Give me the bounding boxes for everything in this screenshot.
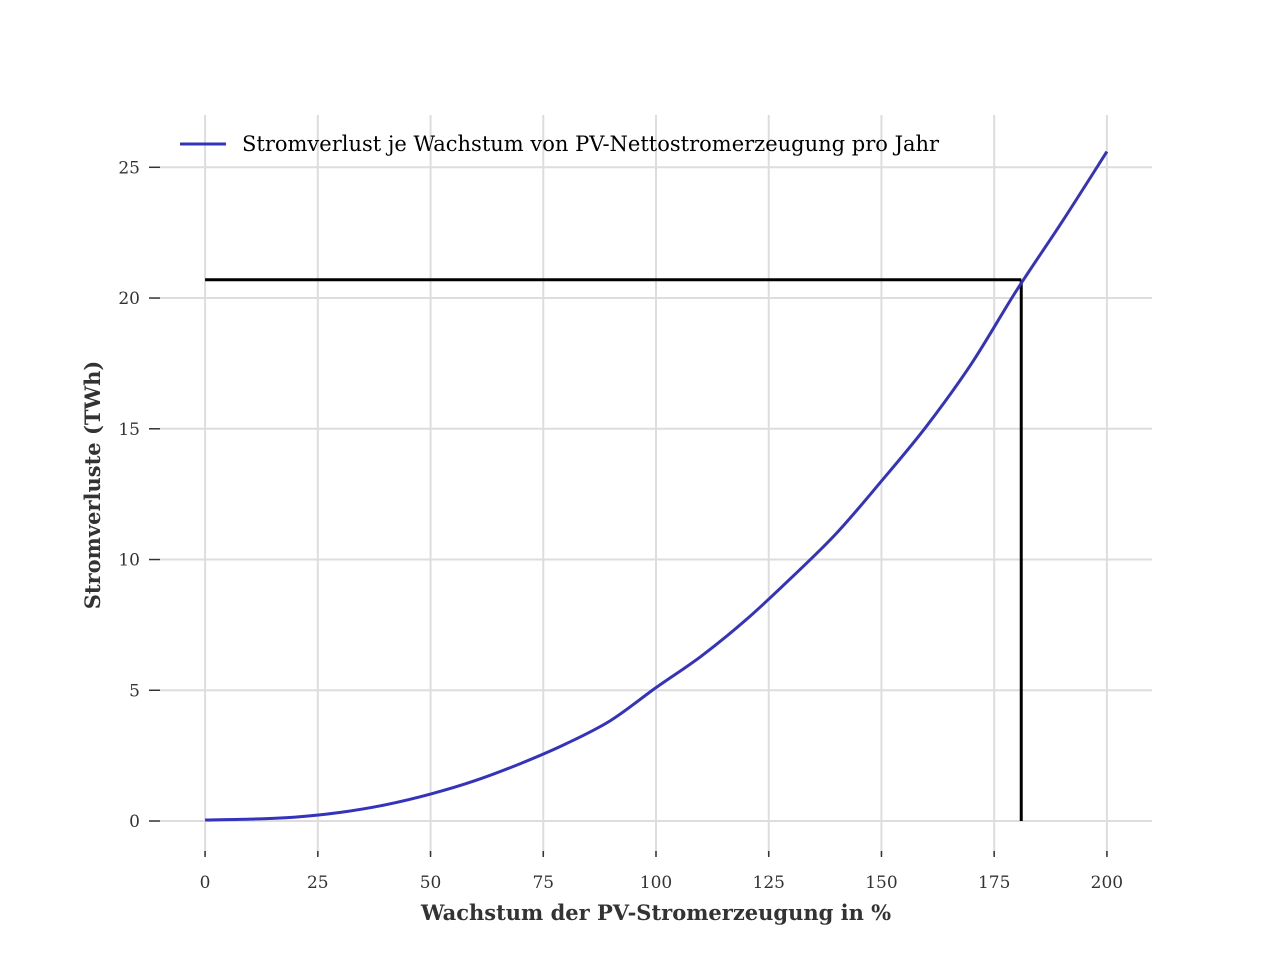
series-line bbox=[205, 150, 1109, 822]
x-tick-label: 0 bbox=[200, 873, 211, 893]
axis-ticks: 0 25 50 75 100 125 150 175 200 0 5 10 15 20 25 bbox=[118, 158, 1123, 893]
y-tick-label: 15 bbox=[118, 420, 140, 440]
x-tick-label: 175 bbox=[978, 873, 1010, 893]
x-tick-label: 25 bbox=[307, 873, 329, 893]
y-tick-label: 25 bbox=[118, 158, 140, 178]
x-tick-label: 50 bbox=[420, 873, 442, 893]
x-tick-label: 125 bbox=[753, 873, 785, 893]
x-tick-label: 100 bbox=[640, 873, 672, 893]
y-tick-label: 0 bbox=[129, 812, 140, 832]
x-tick-label: 75 bbox=[532, 873, 554, 893]
legend-label: Stromverlust je Wachstum von PV-Nettostr… bbox=[242, 132, 940, 156]
y-tick-label: 20 bbox=[118, 289, 140, 309]
y-tick-label: 10 bbox=[118, 551, 140, 571]
reference-lines bbox=[205, 278, 1023, 822]
y-tick-label: 5 bbox=[129, 681, 140, 701]
x-tick-label: 150 bbox=[865, 873, 897, 893]
grid bbox=[160, 115, 1152, 855]
y-axis-label: Stromverluste (TWh) bbox=[80, 361, 105, 610]
series-lines bbox=[205, 150, 1109, 822]
x-axis-label: Wachstum der PV-Stromerzeugung in % bbox=[420, 900, 891, 925]
x-tick-label: 200 bbox=[1091, 873, 1123, 893]
legend: Stromverlust je Wachstum von PV-Nettostr… bbox=[180, 132, 940, 156]
